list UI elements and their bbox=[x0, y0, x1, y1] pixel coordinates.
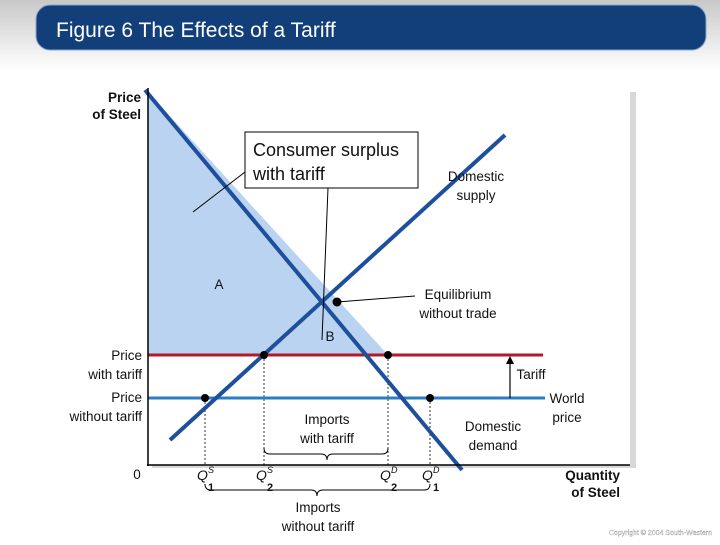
price-label: with tariff bbox=[87, 367, 142, 382]
quantity-letter: Q bbox=[197, 467, 208, 483]
copyright: Copyright © 2004 South-Western bbox=[609, 529, 712, 537]
brace bbox=[263, 447, 389, 461]
supply-label: supply bbox=[456, 188, 495, 203]
equilibrium-label: without trade bbox=[418, 306, 496, 321]
callout-pointer bbox=[321, 187, 329, 341]
area-label: A bbox=[214, 277, 223, 292]
quantity-sub: 1 bbox=[208, 482, 214, 494]
world-price-label: price bbox=[552, 410, 581, 425]
labels: Price of Steel Quantity of Steel 0 Domes… bbox=[68, 90, 620, 534]
equilibrium-pointer bbox=[336, 295, 416, 303]
price-label: without tariff bbox=[68, 409, 142, 424]
demand-label: demand bbox=[469, 438, 518, 453]
consumer-surplus bbox=[148, 92, 388, 355]
title: Figure 6 The Effects of a Tariff bbox=[56, 19, 336, 42]
brace bbox=[204, 483, 431, 497]
quantity-label: QS 1 bbox=[197, 465, 214, 494]
quantity-sub: 1 bbox=[433, 482, 439, 494]
callout-text: with tariff bbox=[252, 164, 326, 184]
quantity-sub: 2 bbox=[391, 482, 397, 494]
callout-box bbox=[244, 131, 419, 189]
origin: 0 bbox=[133, 467, 141, 482]
y-axis-label: of Steel bbox=[92, 107, 141, 122]
tariff-arrow-head bbox=[506, 356, 514, 364]
price-label: Price bbox=[111, 390, 142, 405]
quantity-sup: S bbox=[267, 465, 273, 475]
tariff-label: Tariff bbox=[516, 367, 545, 382]
quantity-label: QD 1 bbox=[422, 465, 440, 494]
imports-label: without tariff bbox=[281, 519, 355, 534]
area-label: B bbox=[325, 329, 334, 344]
equilibrium-label: Equilibrium bbox=[425, 287, 492, 302]
y-axis-label: Price bbox=[108, 90, 142, 105]
callout-text: Consumer surplus bbox=[253, 140, 399, 160]
quantity-letter: Q bbox=[380, 467, 391, 483]
world-price-label: World bbox=[549, 391, 584, 406]
quantity-label: QD 2 bbox=[380, 465, 398, 494]
title-bar bbox=[35, 4, 707, 51]
demand-curve bbox=[143, 88, 464, 472]
x-axis-label: of Steel bbox=[571, 485, 620, 500]
imports-label: Imports bbox=[304, 412, 349, 427]
supply-label: Domestic bbox=[448, 169, 505, 184]
imports-label: with tariff bbox=[299, 431, 354, 446]
quantity-labels: QS 1QS 2QD 2QD 1 bbox=[197, 465, 440, 494]
supply-curve bbox=[168, 133, 507, 442]
demand-label: Domestic bbox=[465, 419, 522, 434]
quantity-letter: Q bbox=[256, 467, 267, 483]
quantity-letter: Q bbox=[422, 467, 433, 483]
price-label: Price bbox=[111, 348, 142, 363]
callout-pointer bbox=[192, 171, 246, 213]
quantity-sup: D bbox=[391, 465, 398, 475]
quantity-sup: S bbox=[208, 465, 214, 475]
quantity-sup: D bbox=[433, 465, 440, 475]
quantity-sub: 2 bbox=[267, 482, 273, 494]
x-axis-label: Quantity bbox=[565, 468, 620, 483]
imports-label: Imports bbox=[295, 500, 340, 515]
quantity-label: QS 2 bbox=[256, 465, 273, 494]
